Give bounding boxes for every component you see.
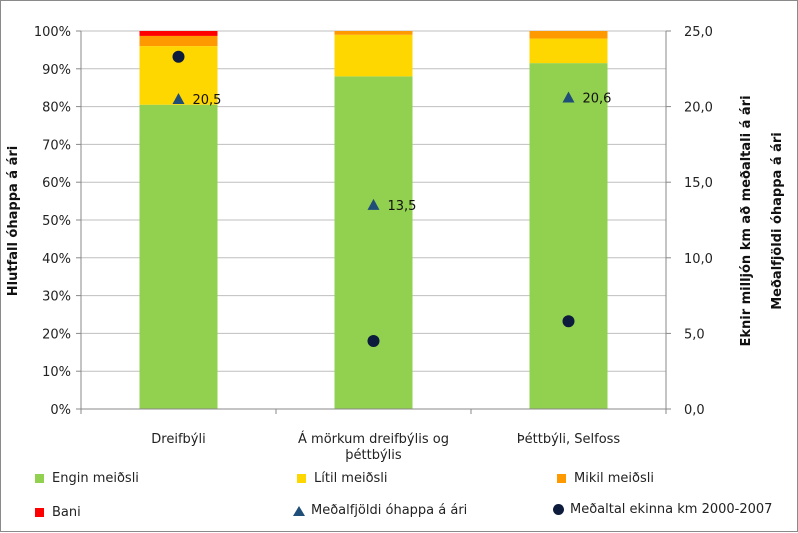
bar-segment — [529, 38, 608, 64]
tick-labels: 0% 10% 20% 30% 40% 50% 60% 70% 80% 90% 100% 0,0 5,0 1… — [34, 25, 713, 418]
category-label: Dreifbýli — [151, 432, 205, 447]
legend-swatch-litil — [297, 474, 306, 483]
y-tick-label: 10% — [42, 365, 71, 380]
bars — [139, 31, 608, 410]
axes — [76, 30, 671, 414]
legend-label: Mikil meiðsli — [574, 471, 654, 486]
bar-segment — [334, 34, 413, 77]
triangle-marker-icon — [293, 505, 305, 516]
bar-segment — [139, 35, 218, 47]
data-label: 20,5 — [193, 93, 222, 108]
y-tick-label: 30% — [42, 290, 71, 305]
bar-segment — [529, 63, 608, 409]
legend-item-litil: Lítil meiðsli — [297, 471, 388, 486]
data-label: 13,5 — [388, 199, 417, 214]
y2-tick-label: 15,0 — [684, 176, 713, 191]
bar-segment — [529, 31, 608, 39]
legend: Engin meiðsli Lítil meiðsli Mikil meiðsl… — [31, 467, 791, 529]
legend-item-medaltal: Meðaltal ekinna km 2000-2007 — [553, 502, 772, 517]
legend-label: Meðalfjöldi óhappa á ári — [311, 503, 468, 518]
bar-segment — [334, 31, 413, 35]
category-label: Á mörkum dreifbýlis og þéttbýlis — [298, 431, 449, 463]
legend-swatch-bani — [35, 508, 44, 517]
circle-marker-icon — [553, 504, 564, 515]
y-axis-title: Hlutfall óhappa á ári — [6, 146, 21, 296]
y2-tick-label: 25,0 — [684, 25, 713, 40]
legend-label: Engin meiðsli — [52, 471, 139, 486]
legend-label: Bani — [52, 505, 81, 520]
legend-item-mikil: Mikil meiðsli — [557, 471, 654, 486]
y-tick-label: 50% — [42, 214, 71, 229]
category-label: Þéttbýli, Selfoss — [517, 432, 621, 447]
legend-item-engin: Engin meiðsli — [35, 471, 139, 486]
legend-swatch-mikil — [557, 474, 566, 483]
category-labels: Dreifbýli Á mörkum dreifbýlis og þéttbýlis… — [151, 431, 620, 463]
y-tick-label: 80% — [42, 101, 71, 116]
legend-label: Lítil meiðsli — [314, 471, 388, 486]
bar-segment — [139, 31, 218, 36]
y-tick-label: 0% — [50, 403, 71, 418]
legend-item-bani: Bani — [35, 505, 81, 520]
bar-segment — [139, 104, 218, 410]
y2-tick-label: 20,0 — [684, 101, 713, 116]
triangle-marker — [562, 91, 575, 103]
legend-swatch-engin — [35, 474, 44, 483]
y-tick-label: 60% — [42, 176, 71, 191]
y-tick-label: 40% — [42, 252, 71, 267]
markers: 20,5 13,5 20,6 — [172, 50, 612, 347]
y-tick-label: 70% — [42, 138, 71, 153]
triangle-marker — [367, 198, 380, 210]
y-tick-label: 90% — [42, 63, 71, 78]
y2-tick-label: 5,0 — [684, 327, 705, 342]
circle-marker — [562, 315, 575, 328]
y-tick-label: 100% — [34, 25, 71, 40]
legend-item-medalfjoldi: Meðalfjöldi óhappa á ári — [293, 503, 467, 518]
y2-tick-label: 0,0 — [684, 403, 705, 418]
y2-tick-label: 10,0 — [684, 252, 713, 267]
triangle-marker — [172, 93, 185, 105]
bar-segment — [334, 76, 413, 410]
data-label: 20,6 — [583, 92, 612, 107]
legend-label: Meðaltal ekinna km 2000-2007 — [570, 502, 773, 517]
y2-axis-title-1: Eknir milljón km að meðaltali á ári — [739, 95, 754, 346]
circle-marker — [172, 50, 185, 63]
circle-marker — [367, 334, 380, 347]
y-tick-label: 20% — [42, 327, 71, 342]
y2-axis-title-2: Meðalfjöldi óhappa á ári — [770, 132, 785, 310]
